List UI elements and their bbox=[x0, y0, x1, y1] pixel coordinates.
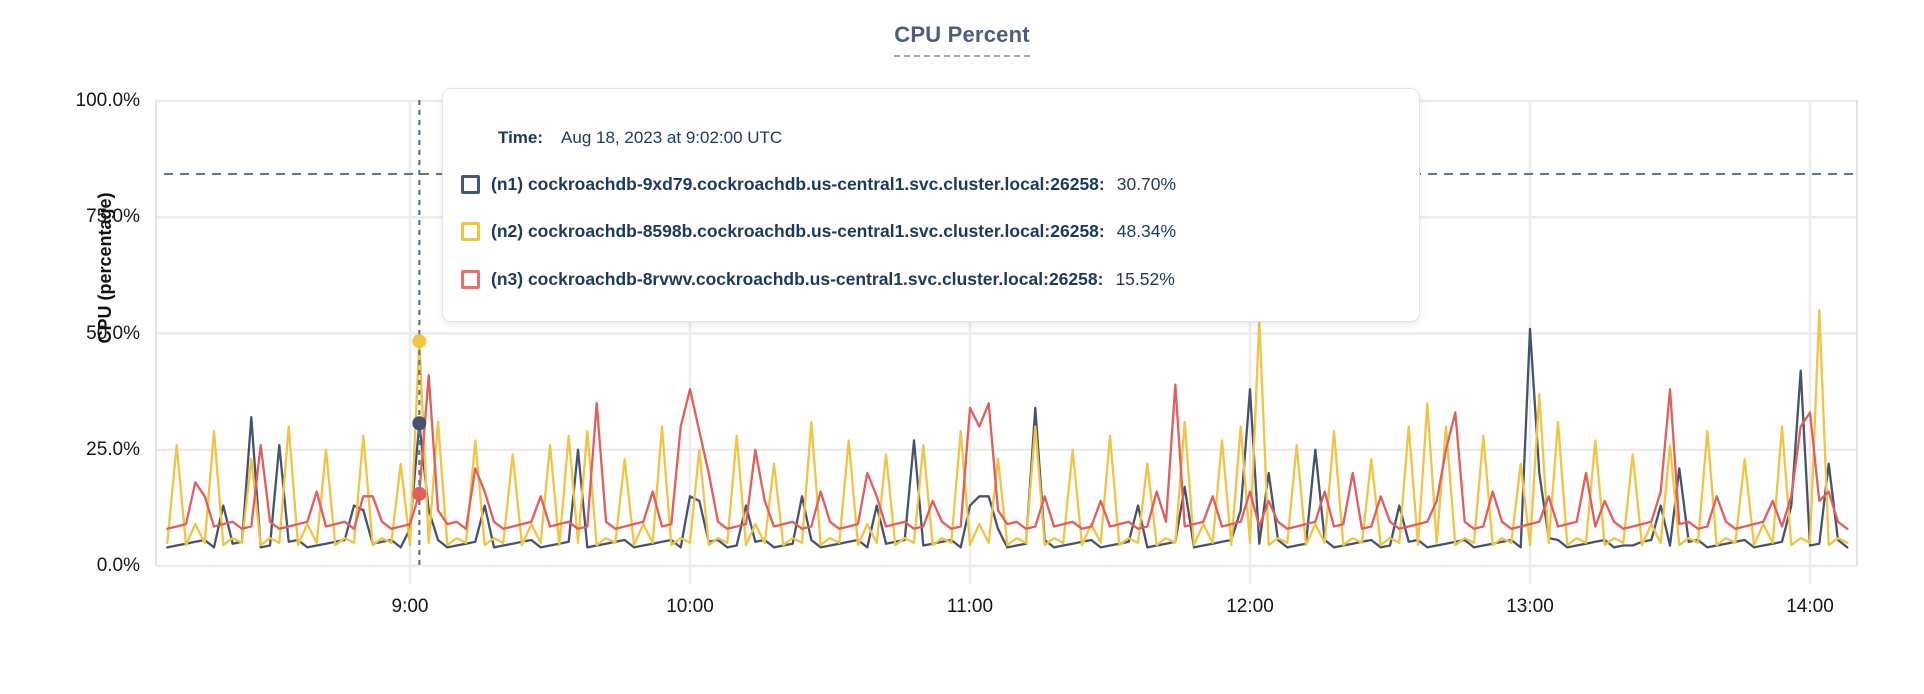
y-tick-label: 50.0% bbox=[86, 322, 140, 344]
hover-dot-n3 bbox=[412, 486, 427, 501]
tooltip-series-value-n1: 30.70% bbox=[1116, 173, 1177, 194]
tooltip-series-row-n1: (n1) cockroachdb-9xd79.cockroachdb.us-ce… bbox=[461, 173, 1437, 195]
tooltip-series-row-n3: (n3) cockroachdb-8rvwv.cockroachdb.us-ce… bbox=[461, 268, 1437, 290]
tooltip-series-label-n3: (n3) cockroachdb-8rvwv.cockroachdb.us-ce… bbox=[491, 268, 1104, 289]
tooltip-series-value-n3: 15.52% bbox=[1115, 268, 1175, 289]
x-tick-label: 14:00 bbox=[1786, 596, 1834, 617]
x-tick-label: 13:00 bbox=[1506, 596, 1554, 617]
series-swatch-n2-icon bbox=[461, 221, 480, 241]
x-tick-label: 12:00 bbox=[1226, 596, 1274, 617]
y-tick-label: 100.0% bbox=[75, 90, 140, 111]
x-tick-label: 10:00 bbox=[666, 596, 714, 617]
y-tick-label: 0.0% bbox=[96, 555, 140, 576]
chart-title[interactable]: CPU Percent bbox=[894, 22, 1030, 57]
chart-tooltip: Time: Aug 18, 2023 at 9:02:00 UTC (n1) co… bbox=[442, 88, 1420, 322]
hover-dot-n2 bbox=[412, 334, 427, 349]
x-tick-label: 11:00 bbox=[946, 596, 994, 617]
x-tick-label: 9:00 bbox=[391, 596, 429, 617]
tooltip-time-row: Time: Aug 18, 2023 at 9:02:00 UTC bbox=[498, 128, 1474, 150]
chart-title-wrap: CPU Percent bbox=[0, 22, 1924, 57]
series-swatch-n3-icon bbox=[461, 269, 480, 289]
series-swatch-n1-icon bbox=[461, 174, 480, 194]
series-line-n3 bbox=[166, 374, 1849, 530]
y-tick-label: 25.0% bbox=[86, 438, 140, 460]
tooltip-series-label-n2: (n2) cockroachdb-8598b.cockroachdb.us-ce… bbox=[491, 220, 1105, 241]
tooltip-time-value: Aug 18, 2023 at 9:02:00 UTC bbox=[561, 128, 783, 147]
tooltip-series-row-n2: (n2) cockroachdb-8598b.cockroachdb.us-ce… bbox=[461, 220, 1437, 242]
tooltip-series-label-n1: (n1) cockroachdb-9xd79.cockroachdb.us-ce… bbox=[491, 173, 1105, 194]
hover-dot-n1 bbox=[412, 416, 427, 431]
tooltip-series-value-n2: 48.34% bbox=[1116, 220, 1177, 241]
series-line-n1 bbox=[166, 327, 1849, 549]
tooltip-time-label: Time: bbox=[498, 128, 544, 147]
y-tick-label: 75.0% bbox=[86, 206, 140, 228]
series-line-n2 bbox=[166, 309, 1849, 547]
